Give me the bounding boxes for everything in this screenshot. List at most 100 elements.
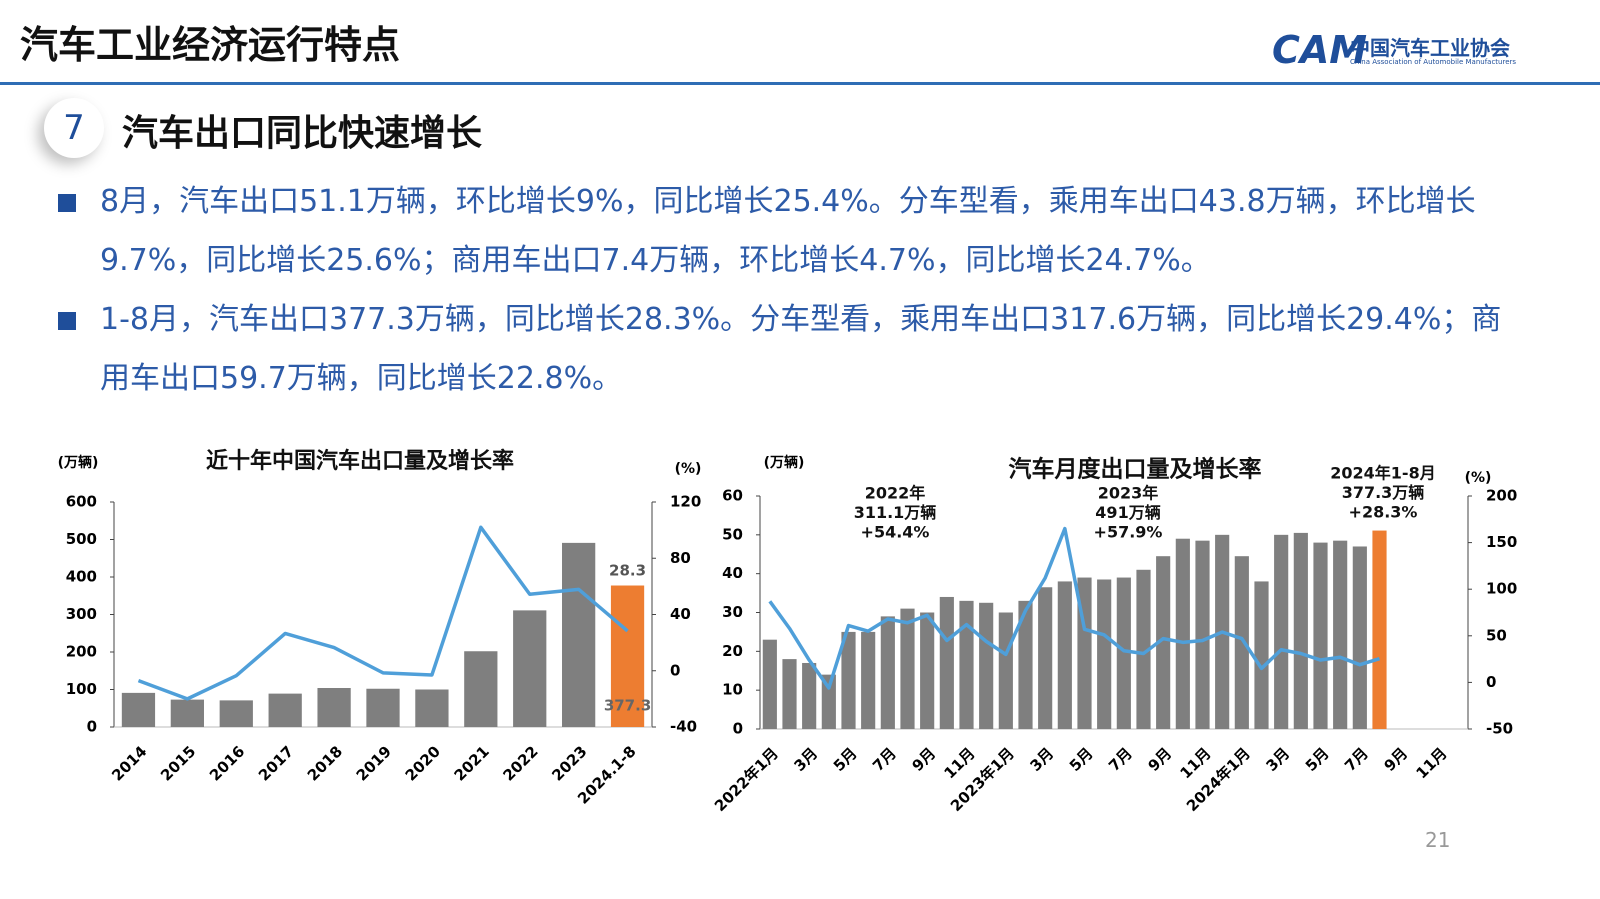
bar — [998, 612, 1013, 729]
y-tick-label: 300 — [66, 605, 97, 623]
bar — [121, 692, 156, 727]
y2-tick-label: 50 — [1486, 626, 1507, 644]
y-tick-label: 20 — [722, 642, 743, 660]
bar — [1333, 540, 1348, 729]
bar — [802, 662, 817, 729]
x-tick-label: 2020 — [402, 742, 444, 784]
y2-tick-label: 120 — [670, 493, 701, 511]
y2-tick-label: 150 — [1486, 533, 1517, 551]
x-tick-label: 2016 — [206, 742, 248, 784]
y2-tick-label: 80 — [670, 549, 691, 567]
bar — [317, 688, 351, 727]
y2-tick-label: 100 — [1486, 580, 1517, 598]
y-tick-label: 30 — [722, 603, 743, 621]
annotation: 491万辆 — [1095, 503, 1160, 522]
section-number: 7 — [44, 98, 104, 158]
slide-title: 汽车工业经济运行特点 — [20, 23, 401, 67]
annotation: 2022年 — [865, 484, 926, 503]
bullet: 1-8月，汽车出口377.3万辆，同比增长28.3%。分车型看，乘用车出口317… — [56, 290, 1526, 408]
y-axis-label: (万辆) — [764, 454, 805, 471]
bar — [1372, 530, 1387, 729]
bar — [464, 651, 498, 727]
y2-axis-label: (%) — [675, 461, 702, 477]
y2-tick-label: 200 — [1486, 487, 1517, 505]
x-tick-label: 9月 — [1144, 744, 1175, 775]
bar — [513, 610, 547, 727]
x-tick-label: 3月 — [1026, 744, 1057, 775]
bar-value-label: 377.3 — [604, 697, 651, 715]
bar — [1313, 542, 1328, 729]
chart-title: 汽车月度出口量及增长率 — [1009, 456, 1262, 483]
bar — [880, 616, 895, 729]
y2-axis-label: (%) — [1465, 470, 1492, 486]
x-tick-label: 2021 — [451, 742, 493, 784]
y2-tick-label: -40 — [670, 718, 697, 736]
x-tick-label: 7月 — [869, 744, 900, 775]
line-series — [768, 526, 1381, 690]
y2-tick-label: 0 — [670, 661, 680, 679]
logo-mark: CAM — [1272, 28, 1368, 72]
annotation: 2023年 — [1098, 484, 1159, 503]
x-tick-label: 2018 — [304, 742, 346, 784]
x-tick-label: 9月 — [908, 744, 939, 775]
bar — [900, 608, 915, 729]
bar — [219, 700, 253, 727]
annotation: +28.3% — [1349, 503, 1418, 522]
x-tick-label: 2017 — [255, 742, 297, 784]
annotation: 377.3万辆 — [1342, 483, 1425, 502]
bar — [1254, 581, 1269, 729]
annotation: 311.1万辆 — [854, 503, 937, 522]
bar — [1097, 579, 1112, 729]
bar — [1038, 587, 1053, 729]
annotation: 2024年1-8月 — [1330, 464, 1435, 483]
y-tick-label: 0 — [87, 718, 97, 736]
x-tick-label: 3月 — [790, 744, 821, 775]
y-tick-label: 600 — [66, 493, 97, 511]
bullet-list: 8月，汽车出口51.1万辆，环比增长9%，同比增长25.4%。分车型看，乘用车出… — [56, 172, 1526, 408]
bar — [939, 596, 954, 729]
bar — [1018, 600, 1033, 729]
bar — [1293, 532, 1308, 729]
x-tick-label: 2019 — [353, 742, 395, 784]
x-tick-label: 5月 — [1302, 744, 1333, 775]
y2-tick-label: 40 — [670, 605, 691, 623]
y-tick-label: 100 — [66, 680, 97, 698]
line-value-label: 28.3 — [609, 561, 646, 579]
y-tick-label: 60 — [722, 487, 743, 505]
header-rule — [0, 82, 1600, 85]
bar — [1274, 534, 1289, 729]
y-tick-label: 40 — [722, 564, 743, 582]
bar — [1352, 546, 1367, 729]
bar — [1195, 540, 1210, 729]
x-tick-label: 3月 — [1262, 744, 1293, 775]
line-series — [137, 525, 629, 701]
bar — [1057, 581, 1072, 729]
bar — [562, 542, 596, 727]
x-tick-label: 7月 — [1341, 744, 1372, 775]
x-tick-label: 5月 — [830, 744, 861, 775]
bar — [366, 688, 400, 727]
bar — [762, 639, 777, 729]
bar — [610, 585, 645, 727]
bar — [841, 631, 856, 729]
x-tick-label: 5月 — [1066, 744, 1097, 775]
x-tick-label: 2014 — [108, 742, 150, 784]
bar — [979, 602, 994, 729]
bar — [1116, 577, 1131, 729]
bar — [821, 674, 836, 729]
x-tick-label: 2022年1月 — [711, 744, 782, 815]
bar — [415, 689, 449, 727]
bar — [1234, 556, 1249, 729]
y-tick-label: 200 — [66, 643, 97, 661]
y-tick-label: 0 — [733, 720, 743, 738]
bar — [268, 693, 302, 727]
chart-title: 近十年中国汽车出口量及增长率 — [206, 448, 514, 474]
bullet: 8月，汽车出口51.1万辆，环比增长9%，同比增长25.4%。分车型看，乘用车出… — [56, 172, 1526, 290]
bar — [782, 659, 797, 729]
y-tick-label: 50 — [722, 525, 743, 543]
x-tick-label: 11月 — [1412, 744, 1450, 782]
x-tick-label: 9月 — [1380, 744, 1411, 775]
logo-cn: 中国汽车工业协会 — [1350, 36, 1510, 60]
bar — [1175, 538, 1190, 729]
